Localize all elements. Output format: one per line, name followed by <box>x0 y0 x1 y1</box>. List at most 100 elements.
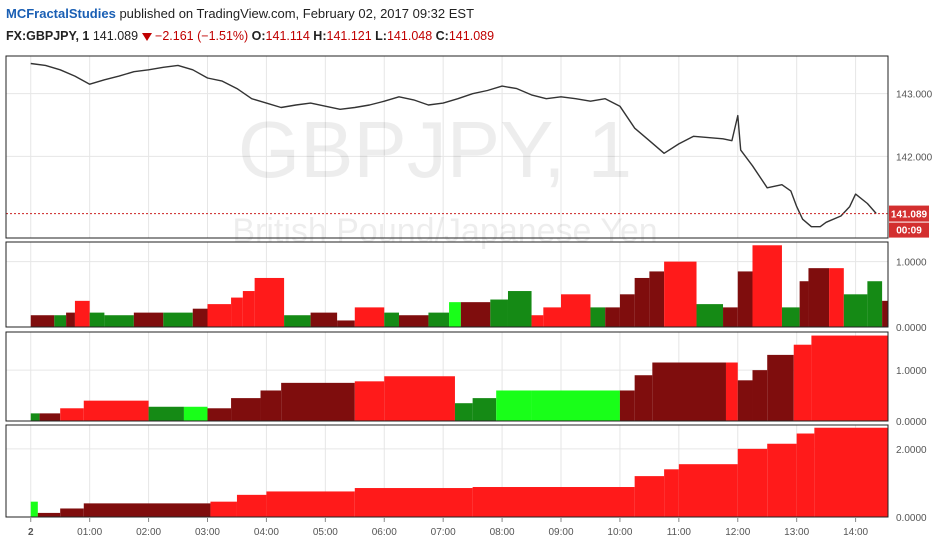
open-value: 141.114 <box>265 29 310 43</box>
indicator-bar <box>30 315 55 327</box>
indicator-bar <box>472 398 497 421</box>
indicator-pane-3[interactable] <box>30 427 888 517</box>
indicator-bar <box>634 476 665 517</box>
indicator-bar <box>163 312 193 327</box>
indicator-bar <box>767 354 794 421</box>
price-tick-label: 143.000 <box>896 90 932 101</box>
indicator-bar <box>310 312 338 327</box>
time-tick-label: 07:00 <box>431 527 456 538</box>
indicator-pane-1[interactable] <box>30 245 888 327</box>
indicator-bar <box>814 427 888 517</box>
time-tick-label: 04:00 <box>254 527 279 538</box>
indicator-bar <box>30 413 40 421</box>
indicator-bar <box>543 307 562 327</box>
pane-frame <box>5 331 889 422</box>
indicator-tick-label: 1.0000 <box>896 366 927 377</box>
indicator-bar <box>843 294 868 327</box>
time-tick-label: 02:00 <box>136 527 161 538</box>
indicator-bar <box>634 375 653 421</box>
time-tick-label: 06:00 <box>372 527 397 538</box>
down-arrow-icon <box>142 32 153 41</box>
close-value: 141.089 <box>448 29 495 43</box>
indicator-tick-label: 2.0000 <box>896 445 927 456</box>
indicator-bar <box>737 448 768 517</box>
chart-area[interactable]: GBPJPY, 1 British Pound/Japanese Yen 142… <box>0 52 932 550</box>
indicator-bar <box>507 291 532 327</box>
indicator-bar <box>605 307 620 327</box>
high-label: H: <box>313 29 327 43</box>
indicator-bar <box>882 300 888 327</box>
indicator-bar <box>449 302 461 327</box>
indicator-bar <box>496 390 532 421</box>
indicator-bar <box>183 406 208 421</box>
indicator-bar <box>398 315 429 327</box>
indicator-pane-2[interactable] <box>30 335 888 421</box>
open-label: O: <box>251 29 266 43</box>
publish-line: MCFractalStudies published on TradingVie… <box>6 6 474 21</box>
price-pane[interactable] <box>6 62 888 228</box>
indicator-bar <box>89 312 105 327</box>
indicator-bar <box>207 304 232 327</box>
indicator-bar <box>561 294 591 327</box>
indicator-bar <box>531 315 544 327</box>
indicator-bar <box>725 362 738 421</box>
indicator-bar <box>60 508 84 517</box>
indicator-bar <box>428 312 450 327</box>
indicator-bar <box>619 294 635 327</box>
countdown-tag <box>889 222 929 238</box>
indicator-bar <box>133 312 164 327</box>
indicator-bar <box>799 281 809 327</box>
pane-frame <box>5 55 889 239</box>
indicator-bar <box>354 307 385 327</box>
indicator-tick-label: 0.0000 <box>896 417 927 428</box>
watermark-symbol: GBPJPY, 1 <box>238 105 632 194</box>
indicator-tick-label: 0.0000 <box>896 513 927 524</box>
time-tick-label: 05:00 <box>313 527 338 538</box>
indicator-bar <box>231 297 243 327</box>
indicator-bar <box>54 315 67 327</box>
indicator-bar <box>737 271 753 327</box>
indicator-bar <box>781 307 800 327</box>
indicator-bar <box>148 406 184 421</box>
indicator-bar <box>260 390 282 421</box>
indicator-bar <box>83 400 149 421</box>
indicator-bar <box>531 390 620 421</box>
time-tick-label: 10:00 <box>607 527 632 538</box>
indicator-bar <box>83 503 211 517</box>
indicator-bar <box>236 494 267 517</box>
last-price-label: 141.089 <box>891 210 928 221</box>
high-value: 141.121 <box>326 29 372 43</box>
indicator-bar <box>752 370 768 421</box>
countdown-label: 00:09 <box>896 226 922 237</box>
indicator-bar <box>284 315 311 327</box>
time-tick-label: 13:00 <box>784 527 809 538</box>
indicator-bar <box>649 271 665 327</box>
indicator-bar <box>210 501 237 517</box>
indicator-bar <box>767 443 797 517</box>
indicator-bar <box>752 245 782 327</box>
symbol-label[interactable]: FX:GBPJPY, 1 <box>6 29 90 43</box>
time-axis[interactable]: 2 01:00 02:00 03:00 04:00 05:00 06:00 07:00 08:0… <box>28 518 869 538</box>
indicator-bar <box>460 302 491 327</box>
indicator-bar <box>39 413 61 421</box>
watermark-name: British Pound/Japanese Yen <box>232 212 657 250</box>
indicator-bar <box>678 464 738 517</box>
indicator-bar <box>723 307 738 327</box>
time-tick-label: 11:00 <box>667 527 692 538</box>
time-tick-label: 2 <box>28 527 34 538</box>
indicator-bar <box>354 488 473 517</box>
last-price: 141.089 <box>92 29 139 43</box>
indicator-bar <box>337 320 355 327</box>
indicator-bar <box>472 487 635 517</box>
chart-header: MCFractalStudies published on TradingVie… <box>0 0 932 52</box>
indicator-bar <box>60 408 84 421</box>
author-link[interactable]: MCFractalStudies <box>6 6 116 21</box>
indicator-bar <box>490 299 508 327</box>
close-label: C: <box>435 29 449 43</box>
indicator-bar <box>74 300 90 327</box>
indicator-bar <box>384 312 399 327</box>
indicator-bar <box>737 380 753 421</box>
indicator-bar <box>811 335 888 421</box>
indicator-bar <box>808 268 830 327</box>
price-axis[interactable]: 142.000 143.000 141.089 00:09 0.0000 1.0000 0.… <box>889 90 932 524</box>
